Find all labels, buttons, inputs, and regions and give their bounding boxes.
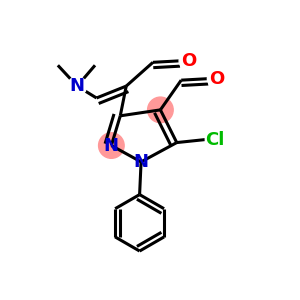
Text: N: N bbox=[70, 77, 85, 95]
Text: Cl: Cl bbox=[205, 130, 224, 148]
Text: N: N bbox=[104, 136, 119, 154]
Circle shape bbox=[99, 133, 124, 158]
Text: O: O bbox=[209, 70, 224, 88]
Text: N: N bbox=[134, 153, 148, 171]
Circle shape bbox=[207, 69, 226, 88]
Circle shape bbox=[205, 130, 224, 149]
Circle shape bbox=[179, 51, 198, 70]
Circle shape bbox=[68, 76, 87, 96]
Text: O: O bbox=[181, 52, 196, 70]
Circle shape bbox=[148, 97, 173, 123]
